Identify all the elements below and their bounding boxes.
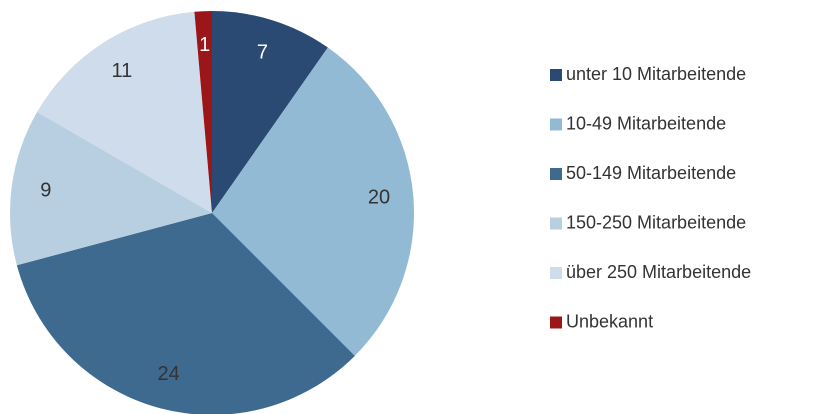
legend-swatch [550,168,562,180]
pie-slice [37,11,213,213]
slice-label: 7 [257,41,268,63]
slice-label: 1 [199,34,210,56]
legend-text: 10-49 Mitarbeitende [566,113,726,133]
slice-label: 9 [40,179,51,201]
legend-text: über 250 Mitarbeitende [566,262,751,282]
legend-swatch [550,69,562,81]
slice-label: 24 [157,363,179,385]
slice-label: 11 [112,60,133,82]
legend-text: unter 10 Mitarbeitende [566,64,746,84]
pie-slice [212,11,328,213]
legend-text: 50-149 Mitarbeitende [566,163,736,183]
legend-swatch [550,267,562,279]
legend-text: Unbekannt [566,311,653,331]
pie-slice [10,112,212,266]
legend-swatch [550,217,562,230]
pie-slice [16,213,355,414]
legend-swatch [550,316,562,329]
slice-label: 20 [368,187,390,209]
legend-swatch [550,118,562,131]
legend-text: 150-250 Mitarbeitende [566,212,746,232]
pie-slice [212,47,415,356]
pie-slice [194,11,212,213]
